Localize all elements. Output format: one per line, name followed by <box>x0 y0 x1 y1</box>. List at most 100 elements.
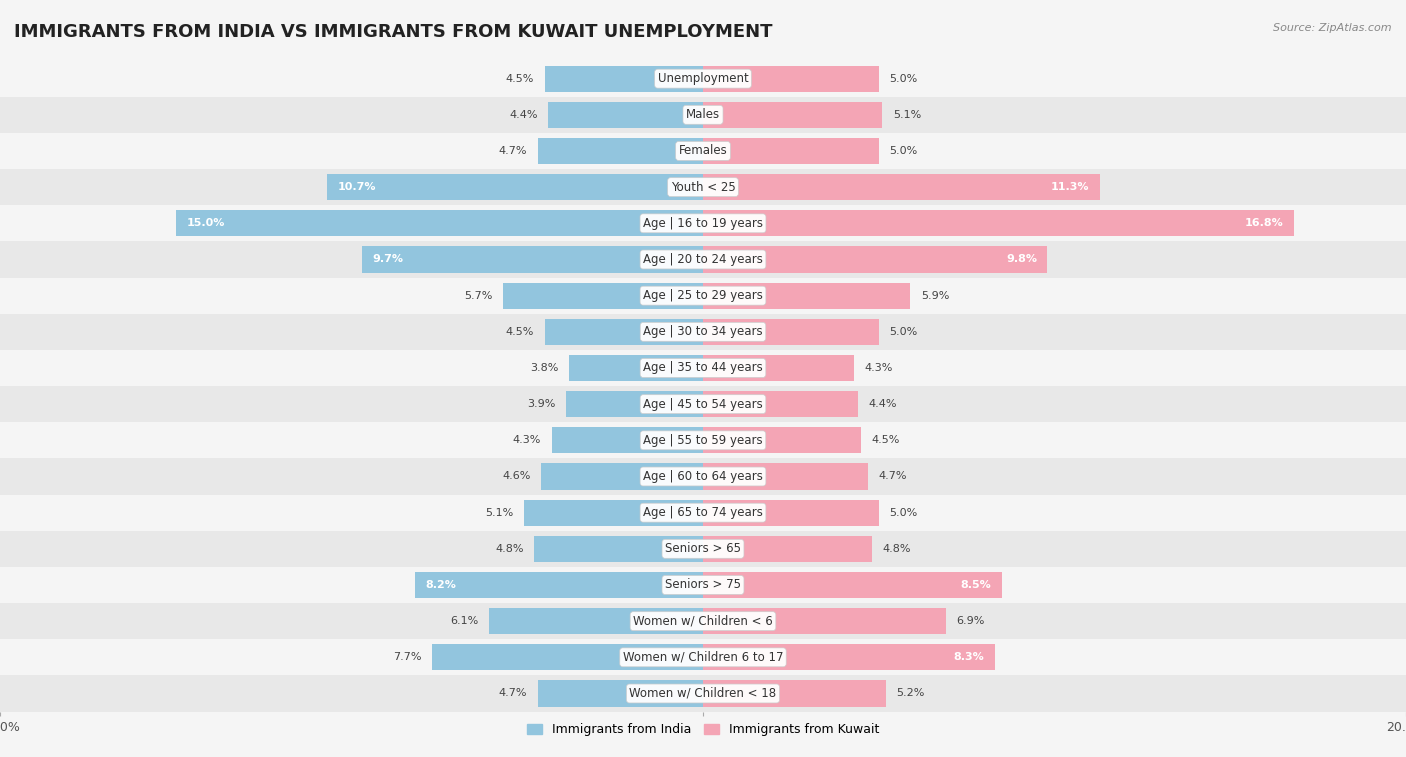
Bar <box>703 427 860 453</box>
Bar <box>703 66 879 92</box>
Bar <box>703 536 872 562</box>
Bar <box>703 282 911 309</box>
Text: 4.8%: 4.8% <box>883 544 911 554</box>
Bar <box>0 386 1406 422</box>
Bar <box>703 608 945 634</box>
Bar <box>703 572 1001 598</box>
Text: 5.1%: 5.1% <box>893 110 921 120</box>
Text: 5.2%: 5.2% <box>897 689 925 699</box>
Bar <box>541 463 703 490</box>
Text: 5.1%: 5.1% <box>485 508 513 518</box>
Bar <box>0 278 1406 313</box>
Text: Unemployment: Unemployment <box>658 72 748 85</box>
Text: 9.8%: 9.8% <box>1005 254 1038 264</box>
Bar <box>534 536 703 562</box>
Text: 3.9%: 3.9% <box>527 399 555 409</box>
Bar <box>176 210 703 236</box>
Text: Age | 65 to 74 years: Age | 65 to 74 years <box>643 506 763 519</box>
Bar <box>0 61 1406 97</box>
Text: 4.4%: 4.4% <box>509 110 537 120</box>
Text: Age | 60 to 64 years: Age | 60 to 64 years <box>643 470 763 483</box>
Text: Seniors > 75: Seniors > 75 <box>665 578 741 591</box>
Bar <box>524 500 703 525</box>
Bar <box>0 205 1406 241</box>
Text: Age | 55 to 59 years: Age | 55 to 59 years <box>643 434 763 447</box>
Bar <box>0 313 1406 350</box>
Bar <box>537 138 703 164</box>
Bar <box>0 603 1406 639</box>
Text: Age | 25 to 29 years: Age | 25 to 29 years <box>643 289 763 302</box>
Text: 8.2%: 8.2% <box>426 580 456 590</box>
Text: 5.7%: 5.7% <box>464 291 492 301</box>
Bar <box>703 644 995 671</box>
Bar <box>0 97 1406 133</box>
Bar <box>703 138 879 164</box>
Text: Women w/ Children < 18: Women w/ Children < 18 <box>630 687 776 700</box>
Bar <box>0 350 1406 386</box>
Bar <box>537 681 703 706</box>
Bar <box>703 319 879 345</box>
Text: 16.8%: 16.8% <box>1244 218 1282 229</box>
Bar <box>703 681 886 706</box>
Bar <box>548 101 703 128</box>
Bar <box>0 494 1406 531</box>
Bar <box>415 572 703 598</box>
Bar <box>0 459 1406 494</box>
Text: Women w/ Children 6 to 17: Women w/ Children 6 to 17 <box>623 651 783 664</box>
Bar <box>0 169 1406 205</box>
Bar <box>703 355 855 381</box>
Text: 4.3%: 4.3% <box>513 435 541 445</box>
Bar <box>703 101 883 128</box>
Text: Age | 30 to 34 years: Age | 30 to 34 years <box>643 326 763 338</box>
Text: Age | 16 to 19 years: Age | 16 to 19 years <box>643 217 763 230</box>
Text: Youth < 25: Youth < 25 <box>671 181 735 194</box>
Text: IMMIGRANTS FROM INDIA VS IMMIGRANTS FROM KUWAIT UNEMPLOYMENT: IMMIGRANTS FROM INDIA VS IMMIGRANTS FROM… <box>14 23 772 41</box>
Bar <box>546 66 703 92</box>
Text: Females: Females <box>679 145 727 157</box>
Text: 5.0%: 5.0% <box>889 327 918 337</box>
Text: 4.8%: 4.8% <box>495 544 524 554</box>
Text: 7.7%: 7.7% <box>394 653 422 662</box>
Text: 4.6%: 4.6% <box>502 472 531 481</box>
Text: 3.8%: 3.8% <box>530 363 560 373</box>
Text: 10.7%: 10.7% <box>337 182 375 192</box>
Text: 5.0%: 5.0% <box>889 146 918 156</box>
Bar <box>0 422 1406 459</box>
Bar <box>363 247 703 273</box>
Bar <box>703 463 869 490</box>
Text: 4.3%: 4.3% <box>865 363 893 373</box>
Text: 5.0%: 5.0% <box>889 73 918 83</box>
Text: 5.0%: 5.0% <box>889 508 918 518</box>
Legend: Immigrants from India, Immigrants from Kuwait: Immigrants from India, Immigrants from K… <box>522 718 884 741</box>
Text: Seniors > 65: Seniors > 65 <box>665 542 741 556</box>
Bar <box>703 247 1047 273</box>
Bar <box>0 567 1406 603</box>
Text: 9.7%: 9.7% <box>373 254 404 264</box>
Text: 4.7%: 4.7% <box>499 689 527 699</box>
Bar <box>0 133 1406 169</box>
Bar <box>546 319 703 345</box>
Text: 4.7%: 4.7% <box>879 472 907 481</box>
Text: 8.5%: 8.5% <box>960 580 991 590</box>
Text: 8.3%: 8.3% <box>953 653 984 662</box>
Bar <box>703 391 858 417</box>
Bar <box>489 608 703 634</box>
Text: Women w/ Children < 6: Women w/ Children < 6 <box>633 615 773 628</box>
Text: Age | 35 to 44 years: Age | 35 to 44 years <box>643 362 763 375</box>
Bar <box>703 174 1099 200</box>
Bar <box>0 639 1406 675</box>
Text: Source: ZipAtlas.com: Source: ZipAtlas.com <box>1274 23 1392 33</box>
Bar <box>433 644 703 671</box>
Text: 15.0%: 15.0% <box>187 218 225 229</box>
Text: 4.4%: 4.4% <box>869 399 897 409</box>
Text: Age | 20 to 24 years: Age | 20 to 24 years <box>643 253 763 266</box>
Bar <box>551 427 703 453</box>
Text: 4.5%: 4.5% <box>506 327 534 337</box>
Bar <box>0 241 1406 278</box>
Text: Age | 45 to 54 years: Age | 45 to 54 years <box>643 397 763 410</box>
Bar <box>503 282 703 309</box>
Text: 4.5%: 4.5% <box>872 435 900 445</box>
Text: Males: Males <box>686 108 720 121</box>
Text: 5.9%: 5.9% <box>921 291 949 301</box>
Text: 6.9%: 6.9% <box>956 616 984 626</box>
